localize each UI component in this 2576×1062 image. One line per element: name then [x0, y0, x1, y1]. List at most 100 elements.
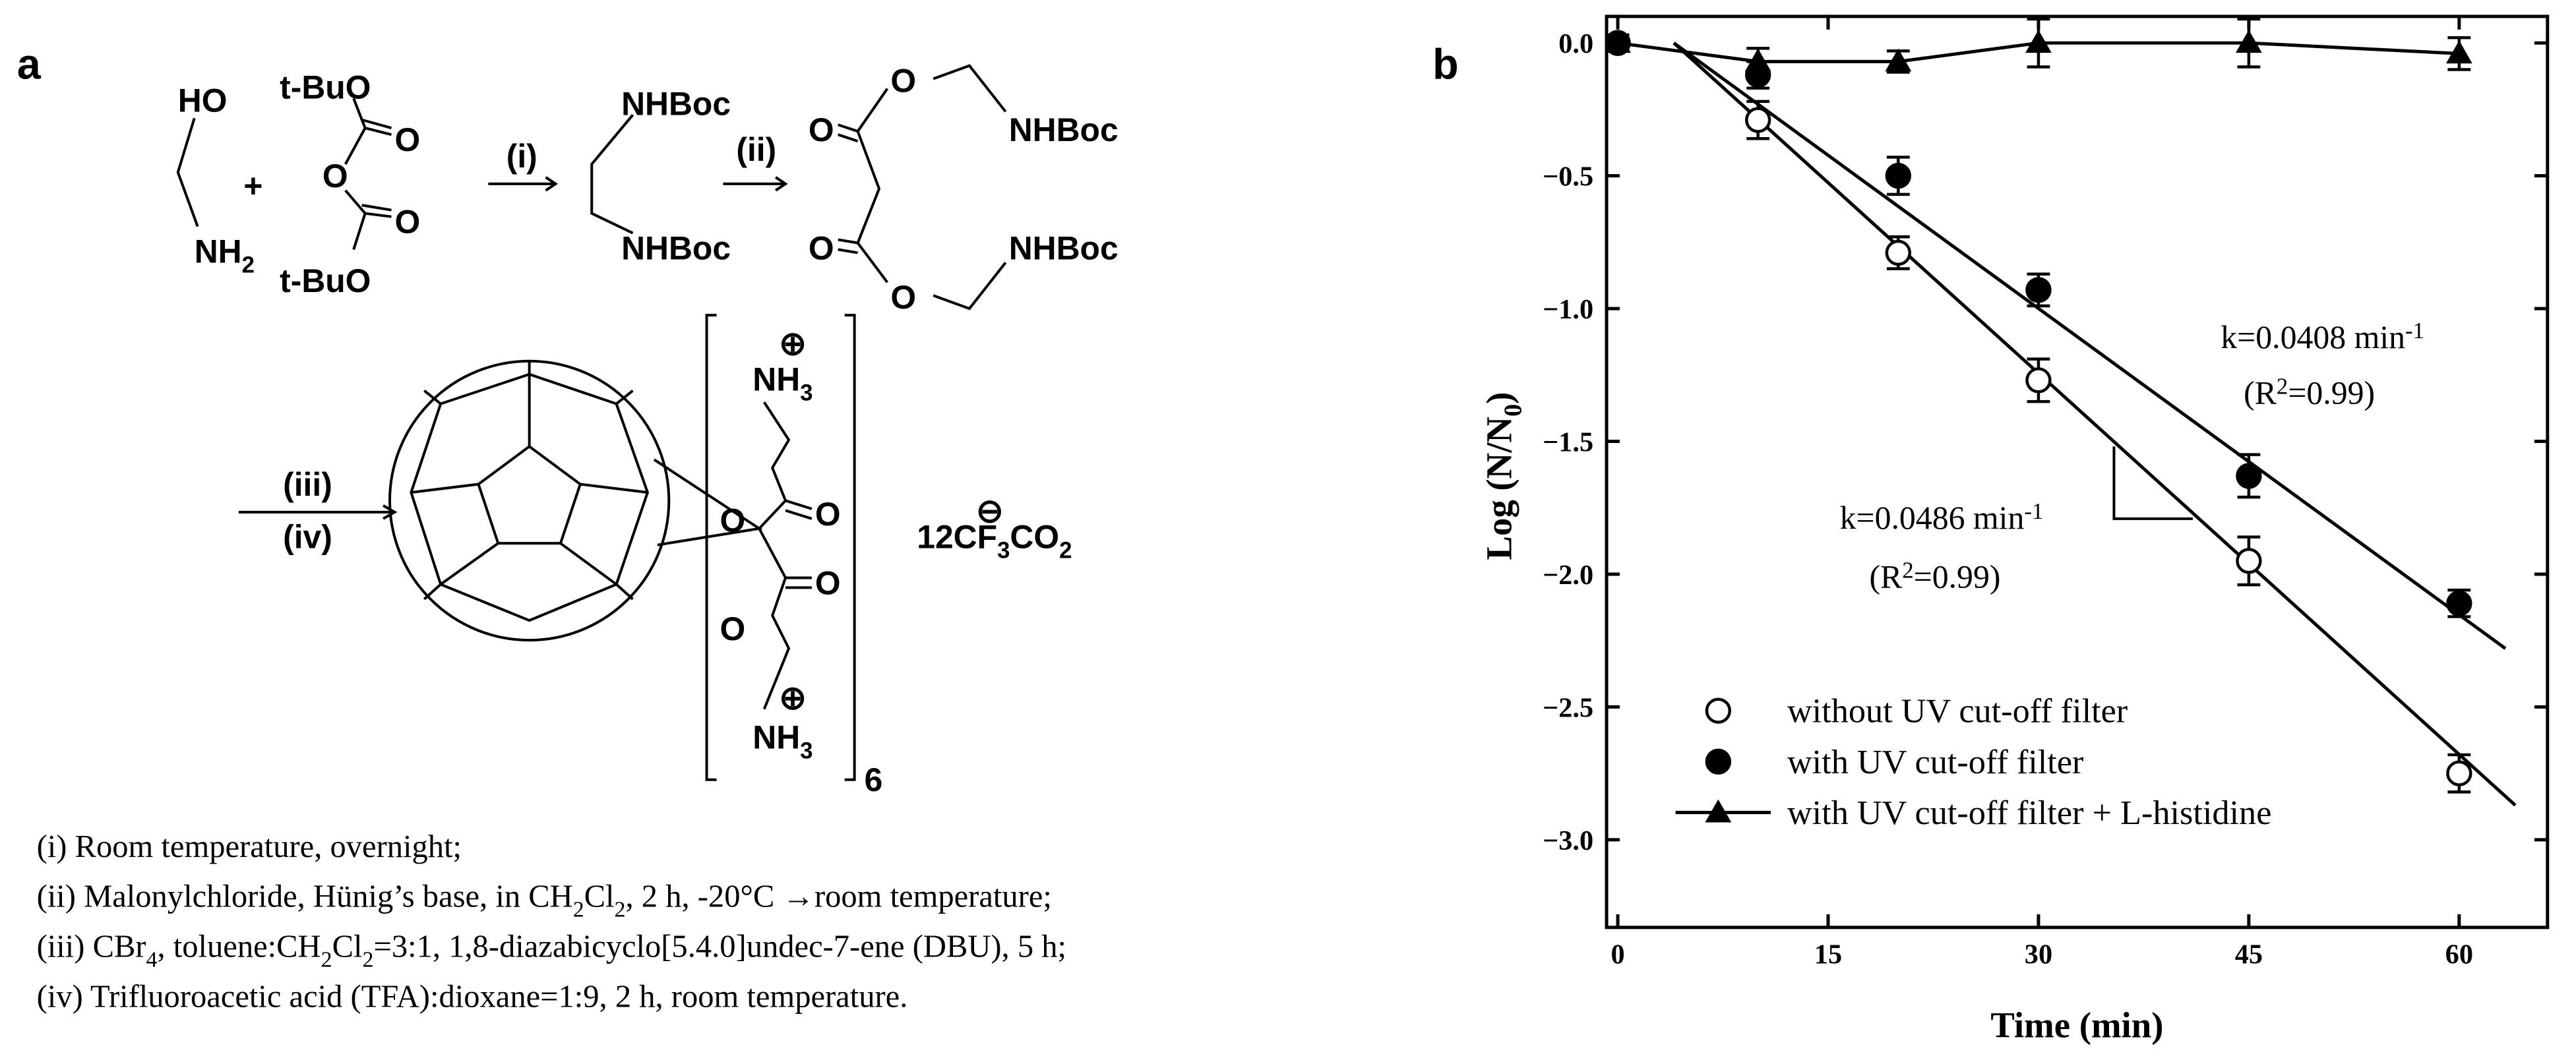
text-part: 3: [800, 380, 813, 406]
step-label: (ii): [736, 131, 776, 168]
chem-label: HO: [178, 82, 228, 119]
text-part: 2: [362, 948, 373, 972]
text-part: O: [809, 111, 834, 148]
text-part: -1: [2405, 318, 2424, 343]
chem-label: O: [720, 502, 745, 539]
condition: (i) Room temperature, overnight;: [37, 829, 462, 864]
text-part: 4: [146, 948, 158, 972]
chem-label: O: [720, 610, 745, 647]
step-label: (iii): [283, 466, 332, 503]
legend-label: with UV cut-off filter: [1787, 743, 2084, 781]
text-part: (R: [1869, 558, 1903, 595]
text-part: Cl: [332, 929, 363, 964]
text-part: 12CF: [917, 519, 997, 556]
text-part: O: [720, 502, 745, 539]
x-tick-label: 45: [2235, 939, 2263, 970]
text-part: (iii) CBr: [37, 929, 146, 964]
chem-label: O: [815, 496, 841, 533]
text-part: (iv) Trifluoroacetic acid (TFA):dioxane=…: [37, 979, 908, 1015]
chem-label: O: [809, 229, 834, 266]
text-part: k=0.0408 min: [2221, 319, 2405, 355]
text-part: NHBoc: [621, 85, 731, 122]
step-label: (iv): [283, 519, 332, 556]
text-part: HO: [178, 82, 228, 119]
chem-label: O: [394, 121, 420, 158]
text-part: 2: [615, 898, 626, 922]
legend-label: without UV cut-off filter: [1787, 692, 2128, 730]
fit-line: [1672, 42, 2517, 807]
x-tick-label: 60: [2445, 939, 2473, 970]
chem-label: 12CF3CO2: [917, 519, 1072, 564]
chem-label: O: [394, 204, 420, 241]
chem-label: NHBoc: [621, 229, 731, 266]
annotation: (R2=0.99): [1869, 557, 2000, 595]
text-part: O: [815, 564, 841, 601]
annotation: k=0.0408 min-1: [2221, 318, 2424, 355]
text-part: 2: [242, 252, 255, 278]
fit-line: [1672, 42, 2507, 650]
chem-label: O: [890, 279, 916, 316]
y-tick-label: −1.0: [1543, 294, 1593, 325]
text-part: O: [720, 610, 745, 647]
text-part: , toluene:CH: [158, 929, 321, 964]
text-part: NH: [752, 361, 800, 398]
text-part: NH: [752, 719, 800, 755]
bracket-count: 6: [865, 761, 883, 798]
text-part: Log (N/N: [1479, 417, 1519, 560]
text-part: 2: [2277, 374, 2288, 399]
y-tick-label: −0.5: [1543, 162, 1593, 192]
condition: (ii) Malonylchloride, Hünig’s base, in C…: [37, 879, 1052, 922]
text-part: t-BuO: [280, 69, 371, 105]
text-part: Cl: [584, 879, 615, 914]
chem-label: t-BuO: [280, 262, 371, 299]
chem-label: O: [322, 158, 348, 194]
text-part: -1: [2024, 498, 2043, 524]
step-label: (i): [506, 138, 537, 175]
chem-label: O: [815, 564, 841, 601]
chem-label: O: [809, 111, 834, 148]
marker: [1885, 162, 1911, 189]
marker: [1705, 697, 1732, 724]
marker: [2025, 277, 2052, 303]
panel-label: a: [17, 40, 42, 88]
plus: +: [243, 167, 262, 204]
condition: (iv) Trifluoroacetic acid (TFA):dioxane=…: [37, 979, 908, 1015]
text-part: (ii) Malonylchloride, Hünig’s base, in C…: [37, 879, 573, 914]
marker: [1885, 48, 1912, 72]
marker: [2236, 463, 2262, 489]
text-part: t-BuO: [280, 262, 371, 299]
plot-frame: [1605, 15, 2550, 929]
text-part: 2: [1902, 557, 1913, 583]
text-part: =0.99): [1914, 558, 2001, 595]
y-tick-label: −2.0: [1543, 560, 1593, 591]
text-part: 2: [1059, 538, 1072, 564]
x-tick-label: 15: [1814, 939, 1842, 970]
marker: [2025, 367, 2052, 394]
text-part: NH: [195, 233, 242, 270]
text-part: 2: [321, 948, 332, 972]
marker: [1744, 48, 1771, 72]
y-tick-label: −3.0: [1543, 825, 1593, 856]
marker: [2025, 30, 2052, 53]
panel-label: b: [1432, 40, 1459, 88]
marker: [2446, 590, 2472, 616]
text-part: (i) Room temperature, overnight;: [37, 829, 462, 864]
charge: ⊕: [779, 680, 807, 717]
y-tick-label: −1.5: [1543, 427, 1593, 457]
text-part: O: [809, 229, 834, 266]
text-part: =0.99): [2288, 375, 2375, 411]
text-part: O: [815, 496, 841, 533]
chem-label: O: [890, 62, 916, 99]
marker: [1605, 30, 1631, 53]
x-tick-label: 0: [1610, 939, 1624, 970]
text-part: NHBoc: [1009, 229, 1119, 266]
marker: [2446, 760, 2472, 786]
text-part: CO: [1010, 519, 1059, 556]
marker: [1885, 239, 1911, 266]
charge: ⊕: [779, 325, 807, 362]
bonds: [176, 64, 2193, 781]
condition: (iii) CBr4, toluene:CH2Cl2=3:1, 1,8-diaz…: [37, 929, 1066, 972]
marker: [1705, 799, 1732, 823]
y-axis-label: Log (N/N0): [1479, 392, 1527, 560]
